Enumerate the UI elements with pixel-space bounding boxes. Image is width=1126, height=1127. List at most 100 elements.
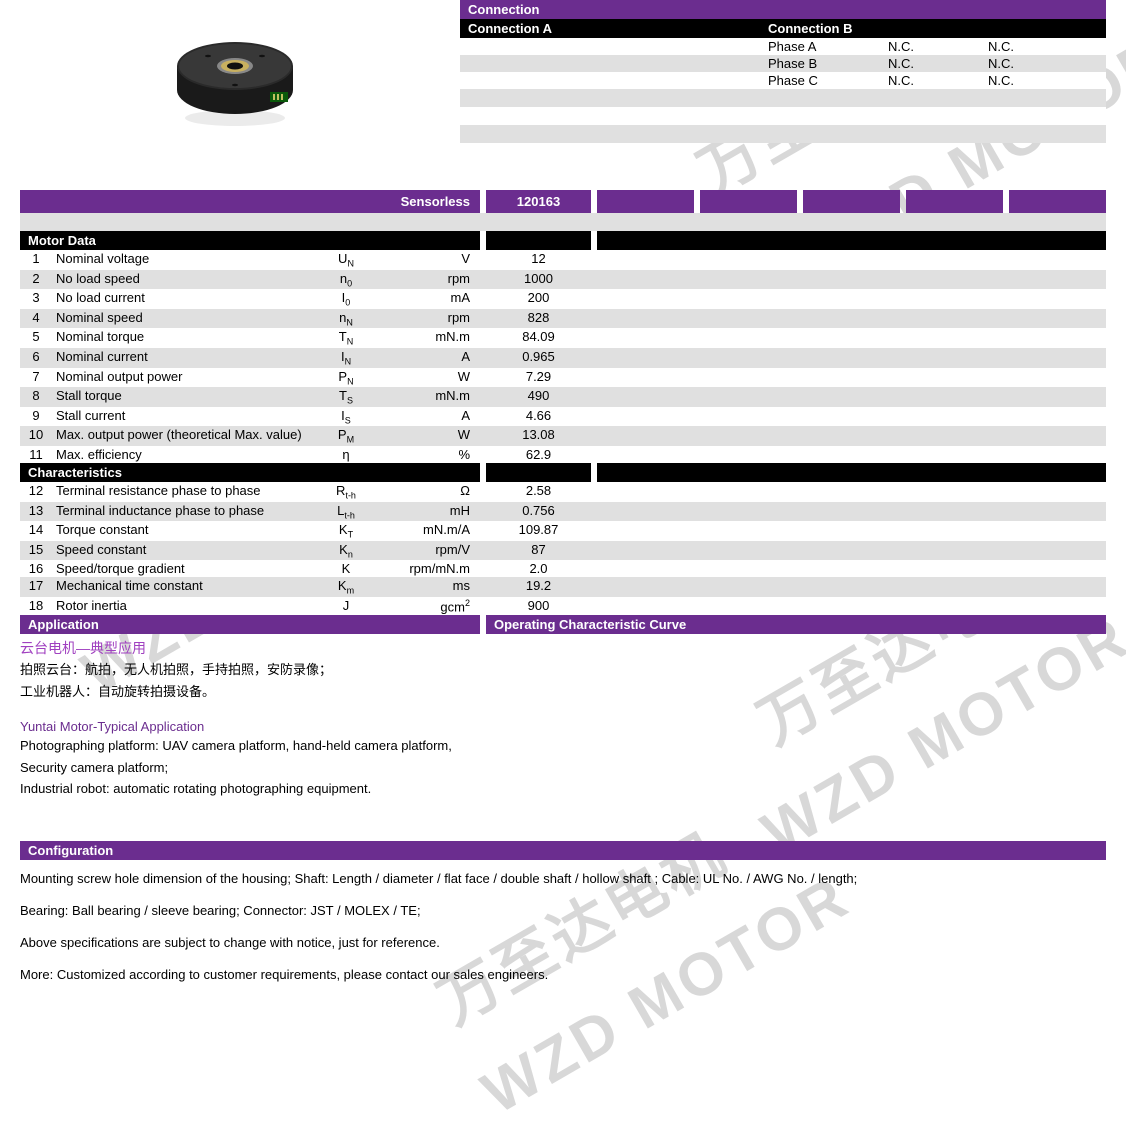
motor-image: [20, 0, 450, 170]
row-unit: A: [370, 407, 480, 427]
row-num: 7: [20, 368, 52, 388]
row-num: 12: [20, 482, 52, 502]
row-unit: Ω: [370, 482, 480, 502]
row-name: Nominal output power: [52, 368, 322, 388]
row-value: 2.58: [486, 482, 591, 502]
row-symbol: Lt-h: [322, 502, 370, 522]
row-symbol: PM: [322, 426, 370, 446]
row-unit: rpm/V: [370, 541, 480, 561]
conn-cell-phase: Phase A: [760, 38, 880, 55]
row-name: Nominal voltage: [52, 250, 322, 270]
row-value: 900: [486, 597, 591, 615]
conn-cell-a: [460, 38, 760, 55]
row-symbol: nN: [322, 309, 370, 329]
row-value: 13.08: [486, 426, 591, 446]
characteristics-title: Characteristics: [20, 463, 480, 482]
row-num: 10: [20, 426, 52, 446]
row-symbol: I0: [322, 289, 370, 309]
row-symbol: Rt-h: [322, 482, 370, 502]
row-value: 109.87: [486, 521, 591, 541]
row-num: 15: [20, 541, 52, 561]
connection-row: Phase AN.C.N.C.: [460, 38, 1106, 55]
data-row: 11Max. efficiencyη%62.9: [20, 446, 1106, 463]
row-num: 11: [20, 446, 52, 463]
top-area: Connection Connection A Connection B Pha…: [20, 0, 1106, 170]
conn-cell-a: [460, 55, 760, 72]
row-value: 62.9: [486, 446, 591, 463]
row-name: Terminal inductance phase to phase: [52, 502, 322, 522]
row-num: 17: [20, 577, 52, 597]
application-en-title: Yuntai Motor-Typical Application: [20, 719, 480, 734]
data-row: 6Nominal currentINA0.965: [20, 348, 1106, 368]
conn-cell-phase: Phase C: [760, 72, 880, 89]
row-symbol: K: [322, 560, 370, 577]
row-unit: mN.m: [370, 387, 480, 407]
row-num: 3: [20, 289, 52, 309]
row-num: 16: [20, 560, 52, 577]
row-name: Stall current: [52, 407, 322, 427]
row-name: Speed constant: [52, 541, 322, 561]
conn-cell-val: N.C.: [880, 38, 980, 55]
row-value: 828: [486, 309, 591, 329]
row-value: 0.965: [486, 348, 591, 368]
connection-a-header: Connection A: [468, 21, 768, 36]
row-symbol: η: [322, 446, 370, 463]
spec-header-value: 120163: [486, 190, 591, 213]
row-symbol: Kn: [322, 541, 370, 561]
characteristics-header: Characteristics: [20, 463, 1106, 482]
row-num: 6: [20, 348, 52, 368]
row-unit: gcm2: [370, 597, 480, 615]
row-symbol: TS: [322, 387, 370, 407]
conn-cell-val: N.C.: [980, 72, 1080, 89]
curve-title: Operating Characteristic Curve: [486, 615, 1106, 634]
application-block: Application 云台电机—典型应用 拍照云台：航拍，无人机拍照，手持拍照…: [20, 615, 480, 801]
row-value: 84.09: [486, 328, 591, 348]
row-num: 2: [20, 270, 52, 290]
data-row: 12Terminal resistance phase to phaseRt-h…: [20, 482, 1106, 502]
data-row: 1Nominal voltageUNV12: [20, 250, 1106, 270]
spec-header-label: Sensorless: [20, 190, 480, 213]
row-name: No load current: [52, 289, 322, 309]
row-unit: mN.m/A: [370, 521, 480, 541]
row-unit: rpm/mN.m: [370, 560, 480, 577]
data-row: 14Torque constantKTmN.m/A109.87: [20, 521, 1106, 541]
data-row: 18Rotor inertiaJgcm2900: [20, 597, 1106, 615]
data-row: 4Nominal speednNrpm828: [20, 309, 1106, 329]
row-unit: A: [370, 348, 480, 368]
motor-data-header: Motor Data: [20, 231, 1106, 250]
row-num: 8: [20, 387, 52, 407]
row-name: Nominal torque: [52, 328, 322, 348]
row-unit: mH: [370, 502, 480, 522]
row-num: 14: [20, 521, 52, 541]
configuration-line2: Bearing: Ball bearing / sleeve bearing; …: [20, 892, 1106, 924]
configuration-line3: Above specifications are subject to chan…: [20, 924, 1106, 956]
conn-cell-val: N.C.: [980, 55, 1080, 72]
conn-cell-val: N.C.: [880, 72, 980, 89]
data-row: 15Speed constantKnrpm/V87: [20, 541, 1106, 561]
connection-title: Connection: [460, 0, 1106, 19]
row-name: Nominal speed: [52, 309, 322, 329]
row-value: 7.29: [486, 368, 591, 388]
row-unit: mN.m: [370, 328, 480, 348]
connection-subheader: Connection A Connection B: [460, 19, 1106, 38]
connection-row: Phase BN.C.N.C.: [460, 55, 1106, 72]
row-value: 4.66: [486, 407, 591, 427]
row-name: Max. efficiency: [52, 446, 322, 463]
row-symbol: PN: [322, 368, 370, 388]
data-row: 17Mechanical time constantKmms19.2: [20, 577, 1106, 597]
row-symbol: TN: [322, 328, 370, 348]
curve-block: Operating Characteristic Curve: [486, 615, 1106, 801]
data-row: 9Stall currentISA4.66: [20, 407, 1106, 427]
conn-cell-phase: Phase B: [760, 55, 880, 72]
connection-row: Phase CN.C.N.C.: [460, 72, 1106, 89]
row-unit: rpm: [370, 309, 480, 329]
application-en-line1: Photographing platform: UAV camera platf…: [20, 736, 480, 756]
row-name: Nominal current: [52, 348, 322, 368]
row-name: Stall torque: [52, 387, 322, 407]
configuration-line1: Mounting screw hole dimension of the hou…: [20, 860, 1106, 892]
row-value: 200: [486, 289, 591, 309]
row-name: Rotor inertia: [52, 597, 322, 615]
row-name: Mechanical time constant: [52, 577, 322, 597]
row-symbol: Km: [322, 577, 370, 597]
row-unit: W: [370, 368, 480, 388]
